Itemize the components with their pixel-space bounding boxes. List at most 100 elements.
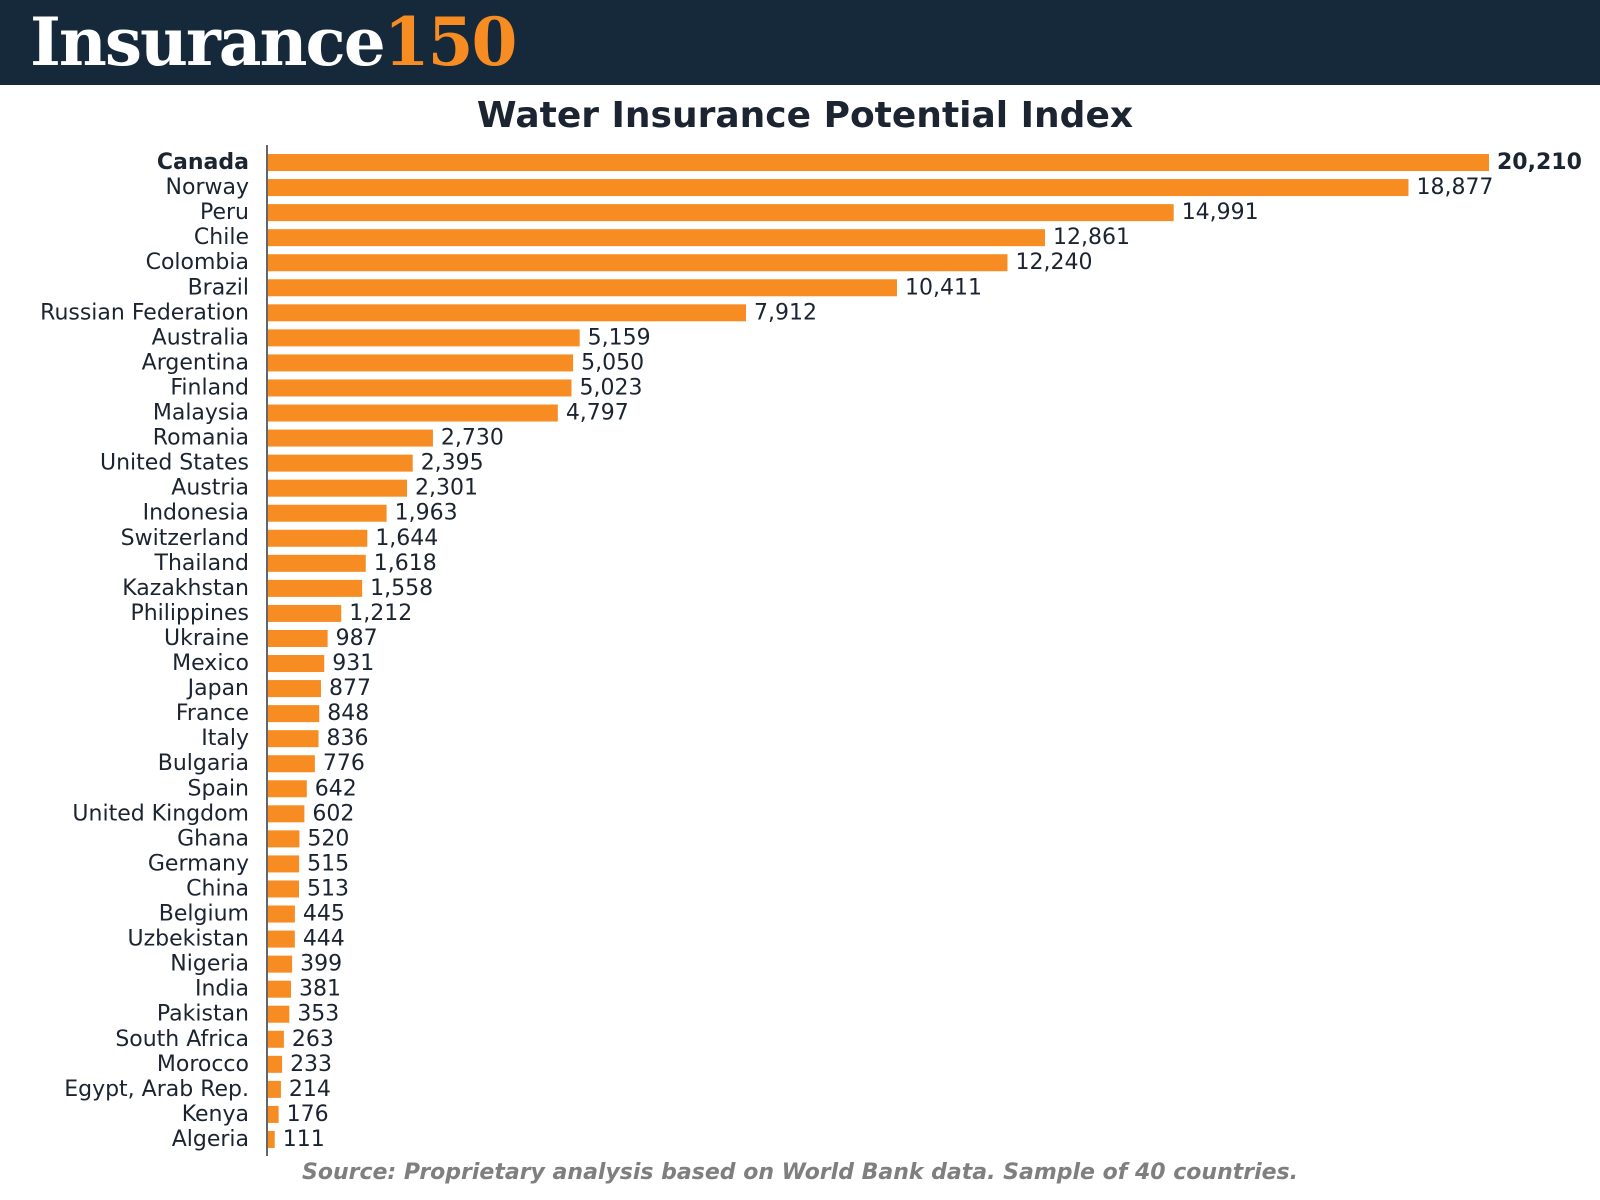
brand-logo: Insurance150 xyxy=(30,2,518,82)
bar xyxy=(268,529,368,547)
value-label: 20,210 xyxy=(1497,150,1582,175)
value-label: 14,991 xyxy=(1182,200,1259,225)
category-label: France xyxy=(176,701,249,726)
bar xyxy=(268,930,295,948)
category-label: Kenya xyxy=(182,1102,249,1127)
category-label: Italy xyxy=(201,726,249,751)
bar xyxy=(268,730,319,748)
value-label: 1,644 xyxy=(375,526,438,551)
category-label: Peru xyxy=(200,200,249,225)
bar xyxy=(268,755,315,773)
bar xyxy=(268,229,1046,247)
category-label: Thailand xyxy=(154,551,249,576)
value-label: 2,395 xyxy=(421,451,484,476)
brand-word: Insurance xyxy=(30,3,386,81)
value-label: 1,618 xyxy=(374,551,437,576)
category-label: Indonesia xyxy=(143,501,249,526)
bar xyxy=(268,279,897,297)
category-label: Canada xyxy=(157,150,249,175)
value-label: 2,730 xyxy=(441,426,504,451)
value-label: 214 xyxy=(289,1077,331,1102)
bar xyxy=(268,454,413,472)
bar xyxy=(268,204,1174,222)
bar xyxy=(268,655,325,673)
category-label: Malaysia xyxy=(153,401,249,426)
value-label: 836 xyxy=(327,726,369,751)
category-label: Ukraine xyxy=(164,626,249,651)
value-label: 776 xyxy=(323,751,365,776)
category-label: Germany xyxy=(148,851,249,876)
bar xyxy=(268,479,408,497)
bar-chart: Canada 20,210 Norway 18,877 Peru 14,991 Chile 1… xyxy=(40,145,1582,1156)
category-label: South Africa xyxy=(115,1027,249,1052)
value-label: 5,159 xyxy=(588,325,651,350)
category-label: India xyxy=(195,977,249,1002)
bar xyxy=(268,780,307,798)
category-label: Brazil xyxy=(188,275,249,300)
value-label: 353 xyxy=(297,1002,339,1027)
value-label: 5,023 xyxy=(579,375,642,400)
bar xyxy=(268,354,574,372)
category-label: China xyxy=(186,876,249,901)
bar xyxy=(268,880,299,898)
bar xyxy=(268,1130,275,1148)
bar xyxy=(268,154,1489,172)
bar xyxy=(268,680,321,698)
bar xyxy=(268,855,300,873)
value-label: 12,240 xyxy=(1015,250,1092,275)
value-label: 233 xyxy=(290,1052,332,1077)
value-label: 513 xyxy=(307,876,349,901)
value-label: 515 xyxy=(307,851,349,876)
bar xyxy=(268,254,1008,272)
bar xyxy=(268,905,295,923)
category-label: Nigeria xyxy=(170,952,249,977)
value-label: 263 xyxy=(292,1027,334,1052)
bar xyxy=(268,1055,283,1073)
header-bar: Insurance150 xyxy=(0,0,1600,85)
category-label: United States xyxy=(100,451,249,476)
source-note: Source: Proprietary analysis based on Wo… xyxy=(301,1160,1299,1185)
bar xyxy=(268,629,328,647)
bar xyxy=(268,604,342,622)
value-label: 12,861 xyxy=(1053,225,1130,250)
bar xyxy=(268,1080,281,1098)
category-label: Ghana xyxy=(177,826,249,851)
value-label: 176 xyxy=(287,1102,329,1127)
bar xyxy=(268,830,300,848)
category-label: Norway xyxy=(166,175,249,200)
category-label: Morocco xyxy=(157,1052,249,1077)
value-label: 5,050 xyxy=(581,350,644,375)
value-label: 7,912 xyxy=(754,300,817,325)
category-label: Belgium xyxy=(159,902,249,927)
value-label: 602 xyxy=(312,801,354,826)
category-label: United Kingdom xyxy=(72,801,249,826)
value-label: 877 xyxy=(329,676,371,701)
value-label: 987 xyxy=(336,626,378,651)
category-label: Philippines xyxy=(130,601,249,626)
bar xyxy=(268,1005,290,1023)
category-label: Romania xyxy=(153,426,249,451)
bar xyxy=(268,379,572,397)
bar xyxy=(268,329,580,347)
value-label: 642 xyxy=(315,776,357,801)
bar xyxy=(268,1030,284,1048)
bar xyxy=(268,1105,279,1123)
category-label: Colombia xyxy=(146,250,249,275)
category-label: Finland xyxy=(170,375,249,400)
value-label: 1,558 xyxy=(370,576,433,601)
bar xyxy=(268,429,433,447)
bar xyxy=(268,805,305,823)
bar xyxy=(268,980,292,998)
category-label: Australia xyxy=(152,325,249,350)
bar xyxy=(268,579,363,597)
brand-number: 150 xyxy=(383,3,518,81)
category-label: Switzerland xyxy=(121,526,249,551)
value-label: 2,301 xyxy=(415,476,478,501)
value-label: 381 xyxy=(299,977,341,1002)
category-label: Japan xyxy=(186,676,249,701)
category-label: Kazakhstan xyxy=(122,576,249,601)
value-label: 520 xyxy=(307,826,349,851)
category-label: Mexico xyxy=(172,651,249,676)
category-label: Argentina xyxy=(142,350,249,375)
value-label: 10,411 xyxy=(905,275,982,300)
